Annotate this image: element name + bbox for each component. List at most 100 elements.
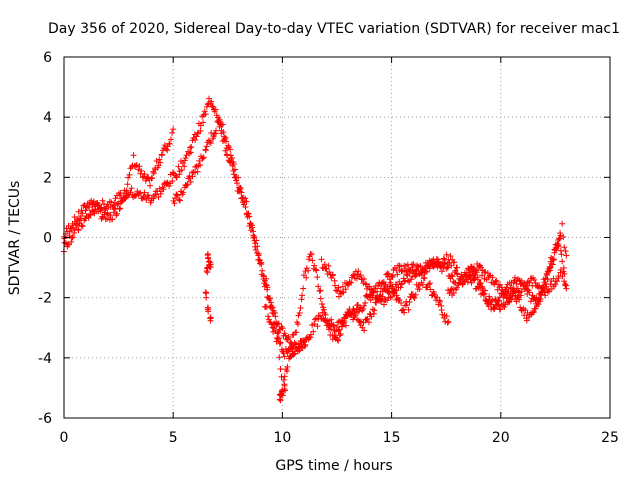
data-point	[403, 302, 410, 309]
data-point	[64, 240, 71, 247]
data-point	[303, 274, 310, 281]
data-point	[299, 292, 306, 299]
data-point	[226, 158, 233, 165]
data-point	[278, 391, 285, 398]
data-point	[493, 277, 500, 284]
data-point	[303, 336, 310, 343]
data-point	[454, 264, 461, 271]
data-point	[334, 336, 341, 343]
data-point	[438, 268, 445, 275]
data-point	[517, 304, 524, 311]
data-point	[207, 264, 214, 271]
data-point	[272, 313, 279, 320]
data-point	[273, 334, 280, 341]
data-point	[305, 267, 312, 274]
data-point	[276, 354, 283, 361]
data-point	[560, 233, 567, 240]
data-point	[284, 350, 291, 357]
y-tick-label: 4	[43, 110, 52, 126]
data-point	[311, 321, 318, 328]
data-point	[353, 309, 360, 316]
data-point	[408, 276, 415, 283]
data-point	[253, 237, 260, 244]
data-point	[82, 207, 89, 214]
data-point	[475, 276, 482, 283]
data-point	[279, 325, 286, 332]
data-point	[562, 282, 569, 289]
data-point	[542, 280, 549, 287]
data-point	[138, 167, 145, 174]
y-tick-label: 2	[43, 170, 52, 186]
data-point	[555, 237, 562, 244]
data-point	[440, 255, 447, 262]
data-point	[161, 142, 168, 149]
data-point	[204, 101, 211, 108]
data-point	[176, 197, 183, 204]
data-point	[263, 303, 270, 310]
data-point	[150, 170, 157, 177]
data-point	[320, 306, 327, 313]
data-point	[180, 189, 187, 196]
data-point	[172, 195, 179, 202]
data-point	[203, 268, 210, 275]
data-point	[68, 225, 75, 232]
data-point	[403, 271, 410, 278]
data-point	[332, 287, 339, 294]
x-tick-label: 15	[383, 430, 401, 446]
data-point	[335, 327, 342, 334]
data-point	[415, 270, 422, 277]
data-point	[332, 328, 339, 335]
y-tick-label: -2	[38, 291, 52, 307]
data-point	[114, 201, 121, 208]
data-point	[109, 216, 116, 223]
data-point	[321, 261, 328, 268]
data-point	[264, 284, 271, 291]
data-point	[391, 290, 398, 297]
data-point	[441, 260, 448, 267]
data-point	[400, 306, 407, 313]
data-point	[538, 291, 545, 298]
data-point	[210, 131, 217, 138]
data-point	[398, 299, 405, 306]
data-point	[521, 285, 528, 292]
data-point	[385, 289, 392, 296]
data-point	[448, 262, 455, 269]
data-point	[561, 270, 568, 277]
data-point	[549, 255, 556, 262]
data-point	[398, 268, 405, 275]
data-point	[480, 291, 487, 298]
data-point	[178, 167, 185, 174]
data-point	[150, 192, 157, 199]
data-point	[152, 191, 159, 198]
data-point	[435, 258, 442, 265]
data-point	[379, 293, 386, 300]
data-point	[323, 265, 330, 272]
x-tick-label: 20	[492, 430, 510, 446]
data-point	[181, 163, 188, 170]
data-point	[525, 278, 532, 285]
data-point	[374, 288, 381, 295]
data-point	[206, 138, 213, 145]
x-axis-label: GPS time / hours	[275, 458, 392, 474]
data-point	[561, 281, 568, 288]
data-point	[145, 174, 152, 181]
data-point	[558, 251, 565, 258]
data-point	[284, 363, 291, 370]
data-point	[121, 194, 128, 201]
data-point	[224, 152, 231, 159]
data-point	[563, 285, 570, 292]
data-point	[79, 223, 86, 230]
data-point	[155, 194, 162, 201]
data-point	[297, 305, 304, 312]
data-point	[187, 144, 194, 151]
data-point	[314, 274, 321, 281]
data-point	[337, 330, 344, 337]
data-point	[389, 293, 396, 300]
data-point	[340, 289, 347, 296]
data-point	[560, 264, 567, 271]
data-point	[316, 288, 323, 295]
data-point	[145, 192, 152, 199]
data-point	[205, 254, 212, 261]
data-point	[561, 278, 568, 285]
data-point	[75, 227, 82, 234]
